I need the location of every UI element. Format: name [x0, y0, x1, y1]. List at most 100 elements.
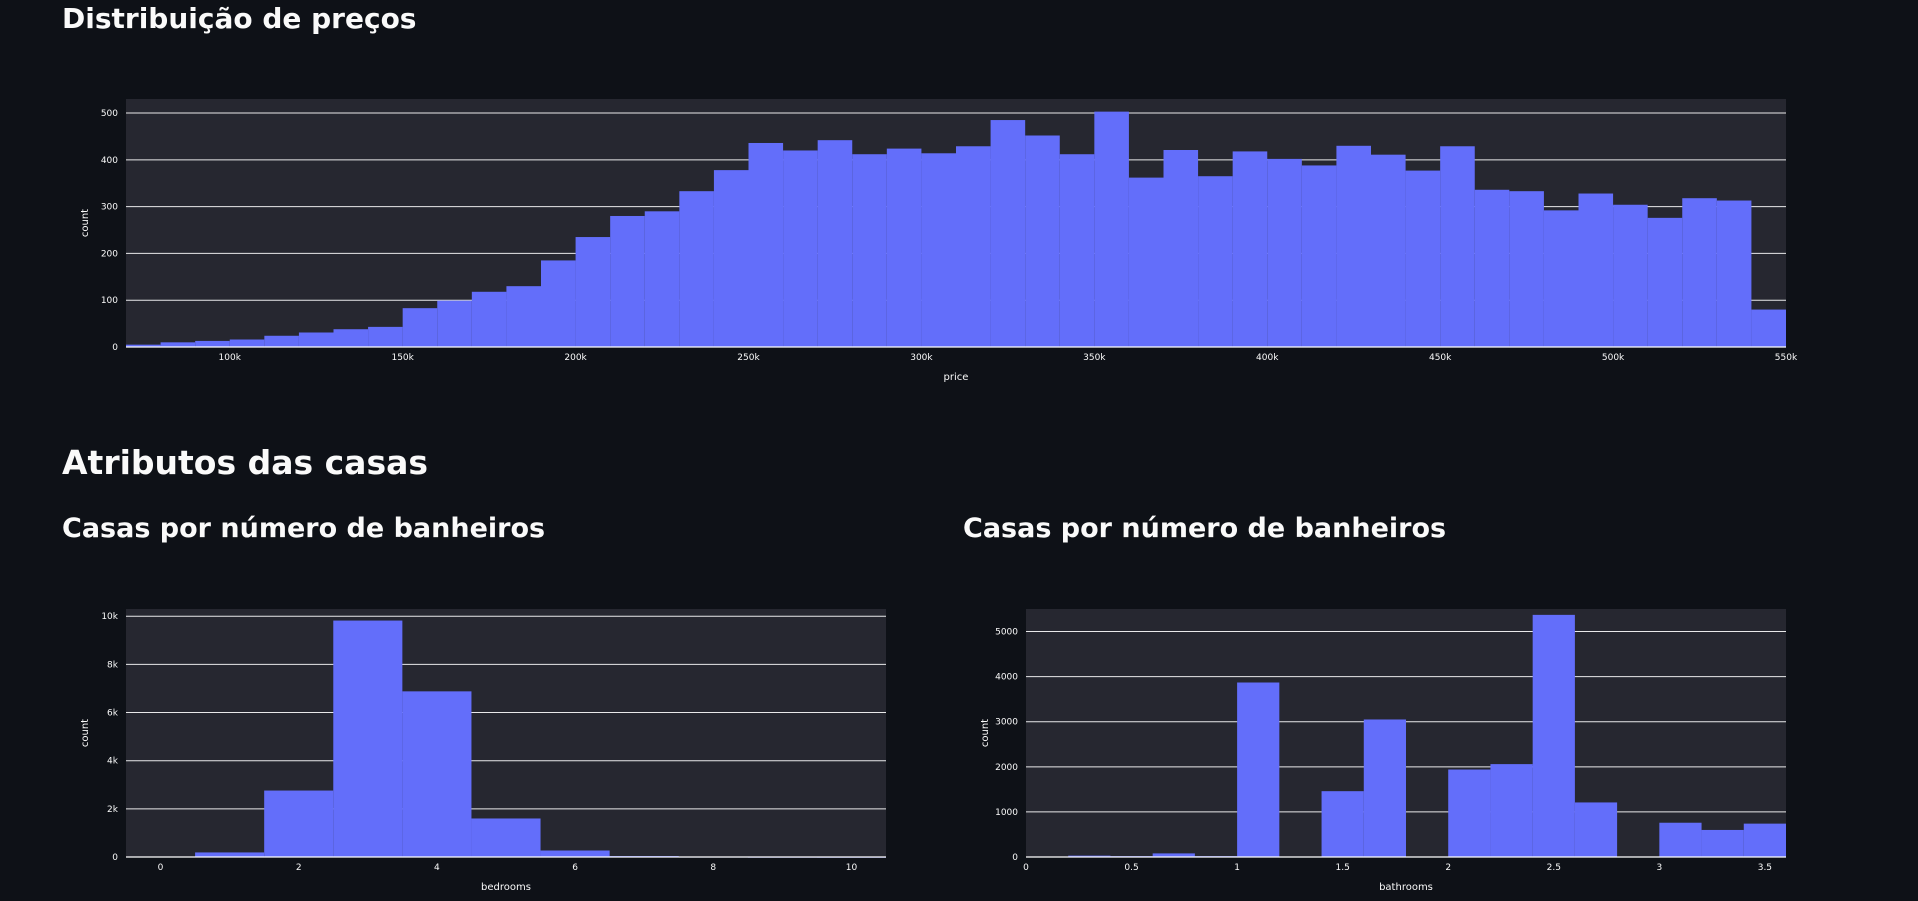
- x-tick-label: 1.5: [1336, 863, 1350, 873]
- histogram-bar: [1198, 176, 1233, 347]
- histogram-bar: [1301, 165, 1337, 347]
- x-tick-label: 3: [1656, 863, 1662, 873]
- y-tick-label: 8k: [107, 660, 119, 670]
- histogram-bar: [1336, 145, 1371, 347]
- x-tick-label: 2: [296, 863, 302, 873]
- histogram-bar: [852, 154, 887, 347]
- y-tick-label: 200: [101, 249, 118, 259]
- histogram-bar: [1025, 135, 1060, 347]
- histogram-bar: [1716, 200, 1752, 347]
- histogram-bar: [1659, 822, 1702, 857]
- y-tick-label: 3000: [995, 718, 1018, 728]
- histogram-bar: [1751, 309, 1786, 347]
- histogram-bar: [679, 191, 714, 347]
- histogram-bar: [1543, 210, 1579, 347]
- x-tick-label: 3.5: [1758, 863, 1772, 873]
- x-tick-label: 2: [1445, 863, 1451, 873]
- histogram-bar: [402, 691, 472, 857]
- y-axis-label: count: [80, 209, 91, 237]
- price-distribution-heading: Distribuição de preços: [62, 2, 417, 35]
- x-tick-label: 300k: [910, 353, 933, 363]
- histogram-bar: [783, 150, 818, 347]
- y-tick-label: 1000: [995, 808, 1018, 818]
- histogram-bar: [160, 342, 196, 347]
- histogram-bar: [471, 818, 541, 857]
- y-tick-label: 0: [112, 853, 118, 863]
- histogram-bar: [1232, 151, 1268, 347]
- histogram-bar: [229, 339, 265, 347]
- x-tick-label: 550k: [1775, 353, 1798, 363]
- histogram-bar: [368, 326, 403, 347]
- y-tick-label: 5000: [995, 628, 1018, 638]
- histogram-bar: [1371, 154, 1406, 347]
- histogram-bar: [1701, 829, 1744, 857]
- histogram-bar: [1440, 146, 1475, 347]
- histogram-bar: [748, 142, 784, 347]
- histogram-bar: [1237, 682, 1280, 857]
- x-tick-label: 0: [1023, 863, 1029, 873]
- x-tick-label: 450k: [1429, 353, 1452, 363]
- histogram-bar: [1532, 614, 1575, 857]
- histogram-bar: [1321, 791, 1364, 857]
- x-tick-label: 350k: [1083, 353, 1106, 363]
- x-tick-label: 100k: [219, 353, 242, 363]
- x-tick-label: 500k: [1602, 353, 1625, 363]
- histogram-bar: [402, 308, 438, 347]
- histogram-bar: [990, 120, 1026, 347]
- histogram-bar: [921, 153, 956, 347]
- histogram-bar: [1574, 802, 1618, 857]
- histogram-bar: [575, 237, 611, 347]
- histogram-bar: [1059, 154, 1095, 347]
- y-tick-label: 400: [101, 156, 118, 166]
- histogram-bar: [1743, 823, 1786, 857]
- y-tick-label: 300: [101, 203, 118, 213]
- x-tick-label: 400k: [1256, 353, 1279, 363]
- x-axis-label: bedrooms: [481, 882, 531, 893]
- histogram-bar: [1405, 170, 1441, 347]
- x-tick-label: 8: [710, 863, 716, 873]
- histogram-bar: [1613, 204, 1648, 347]
- histogram-bar: [1152, 853, 1195, 857]
- histogram-bar: [264, 335, 299, 347]
- histogram-bar: [610, 215, 645, 347]
- x-tick-label: 1: [1234, 863, 1240, 873]
- histogram-bar: [713, 170, 749, 347]
- x-tick-label: 150k: [391, 353, 414, 363]
- x-axis-label: price: [944, 372, 969, 383]
- histogram-bar: [1128, 177, 1164, 347]
- histogram-bar: [540, 850, 610, 857]
- x-tick-label: 10: [846, 863, 858, 873]
- histogram-bar: [333, 329, 369, 347]
- histogram-bar: [195, 340, 230, 347]
- histogram-bar: [333, 620, 403, 857]
- y-axis-label: count: [80, 719, 91, 747]
- histogram-bar: [644, 211, 680, 347]
- x-tick-label: 0: [158, 863, 164, 873]
- y-tick-label: 2k: [107, 805, 119, 815]
- histogram-bar: [1448, 769, 1491, 857]
- x-axis-label: bathrooms: [1379, 882, 1433, 893]
- y-tick-label: 10k: [101, 612, 118, 622]
- x-tick-label: 2.5: [1547, 863, 1561, 873]
- y-tick-label: 2000: [995, 763, 1018, 773]
- histogram-bar: [1163, 150, 1199, 347]
- bedrooms-chart-heading: Casas por número de banheiros: [62, 513, 546, 544]
- plot-area: [126, 609, 886, 857]
- y-tick-label: 500: [101, 109, 118, 119]
- histogram-bar: [1094, 111, 1129, 347]
- histogram-bar: [437, 300, 472, 347]
- x-tick-label: 4: [434, 863, 440, 873]
- house-attributes-heading: Atributos das casas: [62, 443, 428, 482]
- histogram-bar: [506, 286, 541, 347]
- y-tick-label: 0: [112, 343, 118, 353]
- y-tick-label: 4000: [995, 673, 1018, 683]
- y-tick-label: 6k: [107, 709, 119, 719]
- histogram-bar: [264, 790, 334, 857]
- y-tick-label: 4k: [107, 757, 119, 767]
- x-tick-label: 200k: [564, 353, 587, 363]
- histogram-bar: [1578, 193, 1614, 347]
- y-axis-label: count: [980, 719, 991, 747]
- histogram-bar: [195, 852, 265, 857]
